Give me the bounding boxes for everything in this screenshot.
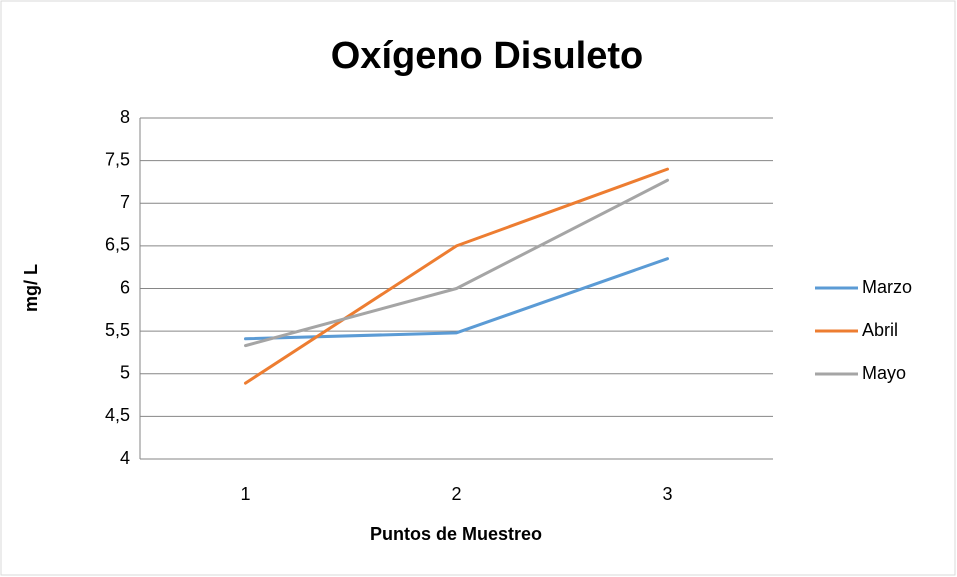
y-tick-label: 5 [120, 363, 130, 383]
y-tick-label: 8 [120, 107, 130, 127]
y-tick-label: 4 [120, 448, 130, 468]
y-tick-label: 4,5 [105, 405, 130, 425]
chart-title: Oxígeno Disuleto [331, 35, 643, 77]
y-tick-label: 6,5 [105, 235, 130, 255]
y-tick-label: 5,5 [105, 320, 130, 340]
line-series [244, 178, 669, 348]
y-tick-label: 6 [120, 277, 130, 297]
legend-label: Abril [862, 320, 898, 340]
legend-label: Marzo [862, 277, 912, 297]
y-tick-label: 7,5 [105, 149, 130, 169]
legend-label: Mayo [862, 363, 906, 383]
line-series [244, 167, 669, 385]
x-axis-label: Puntos de Muestreo [370, 524, 542, 544]
x-tick-label: 2 [451, 484, 461, 504]
y-axis-label: mg/ L [21, 264, 41, 312]
x-tick-label: 1 [240, 484, 250, 504]
x-tick-label: 3 [662, 484, 672, 504]
y-tick-label: 7 [120, 192, 130, 212]
